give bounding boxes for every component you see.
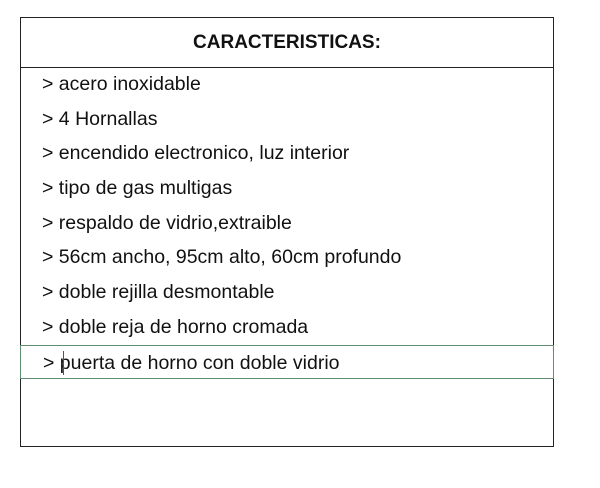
feature-rows: > acero inoxidable > 4 Hornallas > encen…	[20, 67, 554, 414]
empty-row[interactable]	[21, 379, 553, 414]
table-row[interactable]: > 4 Hornallas	[42, 107, 158, 130]
table-row[interactable]: > doble reja de horno cromada	[42, 315, 309, 338]
table-row[interactable]: > doble rejilla desmontable	[42, 281, 275, 304]
table-header-cell[interactable]: CARACTERISTICAS:	[21, 18, 553, 68]
table-row[interactable]: > respaldo de vidrio,extraible	[42, 211, 292, 234]
features-table: CARACTERISTICAS: > acero inoxidable > 4 …	[20, 17, 554, 447]
table-row[interactable]: > encendido electronico, luz interior	[42, 142, 350, 165]
text-cursor	[63, 350, 64, 375]
table-row[interactable]: > acero inoxidable	[42, 73, 201, 95]
selected-table-row[interactable]: > puerta de horno con doble vidrio	[20, 344, 554, 380]
row-text: > puerta de horno con doble vidrio	[43, 351, 340, 374]
header-title: CARACTERISTICAS:	[193, 31, 381, 53]
table-row[interactable]: > 56cm ancho, 95cm alto, 60cm profundo	[42, 246, 402, 269]
table-row[interactable]: > tipo de gas multigas	[42, 177, 233, 200]
